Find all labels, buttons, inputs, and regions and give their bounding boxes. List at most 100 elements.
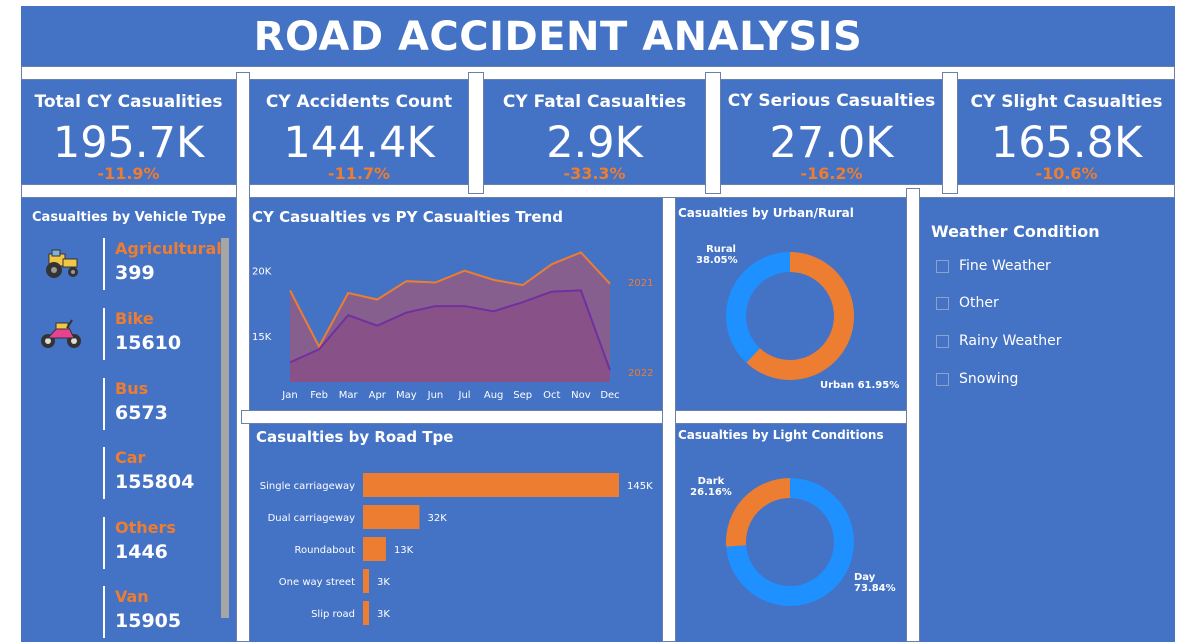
kpi-value: 144.4K (283, 118, 435, 168)
donut-slice-rural (726, 252, 790, 363)
line-2022 (289, 289, 611, 371)
kpi-value: 2.9K (546, 118, 643, 168)
donut-slice-dark (726, 478, 790, 547)
kpi-gap (236, 72, 250, 642)
urban-pct: 61.95% (857, 380, 900, 391)
kpi-change: -16.2% (800, 164, 863, 183)
kpi-card-slight-casualties[interactable]: CY Slight Casualties 165.8K -10.6% (958, 80, 1175, 184)
vehicle-name: Car (115, 448, 146, 467)
kpi-label: Total CY Casualities (34, 92, 223, 112)
line-2021 (289, 251, 611, 349)
urban-rural-donut (726, 252, 854, 380)
vehicle-value: 1446 (115, 541, 168, 563)
kpi-gap (468, 72, 484, 194)
divider-top (21, 66, 1175, 80)
road-value-label: 3K (377, 577, 390, 588)
weather-option-snowing[interactable]: Snowing (936, 371, 1018, 387)
kpi-value: 165.8K (990, 118, 1143, 168)
motorbike-icon (41, 319, 81, 348)
kpi-gap (942, 72, 958, 194)
weather-option-other[interactable]: Other (936, 295, 999, 311)
vehicle-item-car: Car 155804 (103, 447, 194, 499)
weather-option-label: Fine Weather (959, 258, 1051, 274)
checkbox[interactable] (936, 296, 949, 310)
divider-center (241, 410, 914, 424)
kpi-change: -11.7% (327, 164, 391, 183)
dark-pct: 26.16% (690, 487, 732, 498)
checkbox[interactable] (936, 259, 949, 273)
light-conditions-panel: Casualties by Light Conditions Dark 26.1… (676, 424, 906, 642)
x-tick-label: Jun (427, 390, 444, 401)
road-type-panel: Casualties by Road Tpe Single carriagewa… (250, 424, 662, 642)
kpi-label: CY Fatal Casualties (502, 92, 687, 112)
checkbox[interactable] (936, 372, 949, 386)
road-category-label: One way street (279, 577, 355, 588)
urban-label: Urban 61.95% (820, 380, 899, 391)
area-2022 (290, 290, 610, 382)
vehicle-item-agricultural: Agricultural 399 (103, 238, 222, 290)
rural-name: Rural (706, 244, 736, 255)
x-tick-label: Feb (310, 390, 328, 401)
road-category-label: Roundabout (295, 545, 356, 556)
kpi-card-accidents-count[interactable]: CY Accidents Count 144.4K -11.7% (250, 80, 468, 184)
kpi-label: CY Accidents Count (265, 92, 453, 112)
page-title: ROAD ACCIDENT ANALYSIS (253, 14, 863, 60)
vehicle-type-panel: Casualties by Vehicle Type Agricultural … (21, 198, 236, 642)
road-category-label: Dual carriageway (268, 513, 356, 524)
y-tick-label: 15K (252, 332, 272, 343)
x-tick-label: Dec (600, 390, 619, 401)
kpi-label: CY Slight Casualties (970, 92, 1163, 112)
y-tick-label: 20K (252, 267, 272, 278)
rural-label: Rural 38.05% (696, 244, 738, 266)
trend-chart-title: CY Casualties vs PY Casualties Trend (252, 208, 563, 226)
weather-option-fine[interactable]: Fine Weather (936, 258, 1051, 274)
x-tick-label: Mar (339, 390, 359, 401)
vehicle-value: 15610 (115, 332, 182, 354)
x-tick-label: Oct (543, 390, 560, 401)
weather-option-rainy[interactable]: Rainy Weather (936, 333, 1061, 349)
series-label-2022: 2022 (628, 368, 653, 379)
vehicle-name: Bus (115, 379, 149, 398)
checkbox[interactable] (936, 334, 949, 348)
road-bar (363, 601, 369, 625)
kpi-change: -11.9% (97, 164, 160, 183)
vehicle-name: Van (115, 587, 149, 606)
weather-slicer: Weather Condition Fine Weather Other Rai… (920, 198, 1175, 642)
divider-mid (21, 184, 1175, 198)
divider-col (662, 198, 676, 642)
kpi-card-serious-casualties[interactable]: CY Serious Casualties 27.0K -16.2% (721, 80, 942, 184)
road-value-label: 145K (627, 481, 653, 492)
road-bar (363, 537, 386, 561)
kpi-value: 27.0K (769, 118, 894, 168)
urban-rural-panel: Casualties by Urban/Rural Rural 38.05% U… (676, 198, 906, 410)
vehicle-list-scrollbar[interactable] (221, 238, 229, 618)
road-bar (363, 473, 619, 497)
vehicle-item-bus: Bus 6573 (103, 378, 168, 430)
trend-chart: 15K 20K Jan Feb Mar Apr May Jun Jul Aug Sep Oct Nov D… (252, 251, 653, 401)
dark-label: Dark 26.16% (686, 476, 736, 498)
road-bar (363, 505, 420, 529)
vehicle-name: Others (115, 518, 176, 537)
vehicle-value: 15905 (115, 610, 182, 632)
urban-rural-title: Casualties by Urban/Rural (678, 206, 854, 220)
x-tick-label: Nov (571, 390, 591, 401)
rural-pct: 38.05% (696, 255, 738, 266)
series-label-2021: 2021 (628, 278, 653, 289)
weather-option-label: Snowing (959, 371, 1019, 387)
road-value-label: 13K (394, 545, 414, 556)
vehicle-value: 399 (115, 262, 155, 284)
vehicle-item-bike: Bike 15610 (103, 308, 181, 360)
road-type-title: Casualties by Road Tpe (256, 428, 454, 446)
road-value-label: 3K (377, 609, 390, 620)
road-category-label: Single carriageway (260, 481, 355, 492)
weather-option-label: Other (959, 295, 999, 311)
road-value-label: 32K (427, 513, 447, 524)
x-tick-label: Aug (484, 390, 504, 401)
tractor-icon (46, 249, 78, 278)
road-bar (363, 569, 369, 593)
kpi-card-total-casualties[interactable]: Total CY Casualities 195.7K -11.9% (21, 80, 236, 184)
dark-name: Dark (697, 476, 725, 487)
kpi-label: CY Serious Casualties (727, 91, 936, 111)
kpi-card-fatal-casualties[interactable]: CY Fatal Casualties 2.9K -33.3% (484, 80, 705, 184)
day-label: Day 73.84% (854, 572, 896, 594)
